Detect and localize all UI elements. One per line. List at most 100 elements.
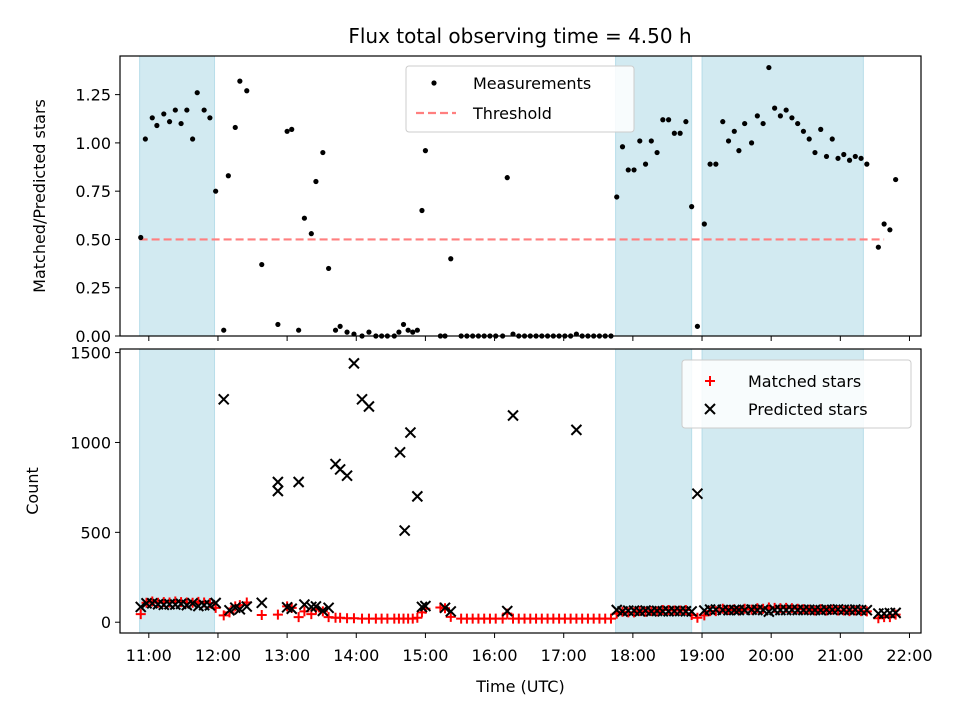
top-y-tick-label: 0.00: [75, 327, 111, 346]
measurement-point: [795, 120, 801, 127]
top-axes-frame: [119, 55, 922, 337]
predicted-star-marker: [135, 601, 147, 613]
matched-star-marker: [256, 610, 267, 621]
measurement-point: [777, 113, 783, 119]
predicted-star-marker: [292, 476, 305, 488]
measurement-point: [396, 329, 402, 335]
measurement-point: [308, 231, 314, 237]
measurement-point: [648, 138, 654, 144]
bottom-y-tick-label: 0: [101, 613, 111, 632]
x-tick-label: 11:00: [126, 646, 172, 665]
measurement-point: [172, 107, 178, 113]
measurement-point: [887, 227, 893, 233]
measurement-point: [631, 167, 637, 173]
measurement-point: [259, 261, 265, 268]
predicted-star-marker: [363, 400, 375, 413]
legend-matched-label: Matched stars: [748, 372, 861, 391]
measurement-point: [677, 130, 683, 136]
measurement-point: [654, 149, 660, 156]
matched-star-marker: [272, 609, 283, 620]
measurement-point: [707, 161, 713, 167]
bottom-y-tick-label: 500: [80, 523, 111, 542]
measurement-point: [800, 128, 807, 134]
measurement-point: [864, 161, 870, 167]
bottom-shaded-interval: [139, 348, 216, 634]
x-tick-label: 15:00: [402, 646, 448, 665]
measurement-point: [326, 265, 332, 272]
predicted-star-marker: [411, 490, 424, 503]
x-tick-label: 22:00: [886, 646, 932, 665]
top-y-tick-label: 0.50: [75, 230, 111, 249]
x-tick-label: 16:00: [472, 646, 518, 665]
measurement-point: [190, 136, 196, 142]
measurement-point: [448, 256, 454, 262]
predicted-star-marker: [218, 393, 230, 406]
measurement-point: [783, 107, 789, 113]
measurement-point: [818, 126, 824, 132]
predicted-star-marker: [728, 604, 740, 616]
bottom-legend: Matched stars Predicted stars: [681, 359, 912, 429]
measurement-point: [313, 178, 319, 185]
measurement-point: [201, 107, 207, 113]
measurement-point: [701, 221, 707, 227]
measurement-point: [713, 161, 719, 167]
measurement-point: [683, 119, 689, 125]
x-tick-label: 13:00: [264, 646, 310, 665]
bottom-axes-frame: [119, 348, 922, 634]
measurement-point: [221, 327, 227, 333]
bottom-panel: 0 500 1000 1500 11:00 12:00 13:00 14:00 15:00 16:…: [23, 344, 933, 696]
measurement-point: [742, 120, 748, 127]
predicted-star-marker: [256, 597, 268, 609]
top-y-tick-label: 0.25: [75, 279, 111, 298]
measurement-point: [665, 117, 672, 123]
top-series-0: [138, 64, 899, 339]
top-panel: 0.00 0.25 0.50 0.75 1.00 1.25 Matched/Predicte…: [30, 55, 922, 346]
measurement-point: [875, 244, 881, 250]
legend-predicted-label: Predicted stars: [748, 400, 868, 419]
measurement-point: [619, 144, 626, 150]
measurement-point: [344, 329, 350, 335]
measurement-point: [225, 173, 231, 179]
measurement-point: [414, 327, 420, 333]
bottom-y-tick-label: 1000: [70, 433, 111, 452]
predicted-star-marker: [570, 424, 583, 436]
measurement-point: [213, 188, 219, 194]
matched-star-marker: [699, 610, 710, 621]
bottom-series-1: [135, 357, 902, 620]
top-shaded-interval: [701, 55, 864, 337]
top-y-tick-label: 0.75: [75, 182, 111, 201]
measurement-point: [351, 331, 357, 337]
measurement-point: [366, 329, 372, 335]
measurement-point: [637, 138, 643, 144]
measurement-point: [694, 323, 701, 329]
top-legend-box: [405, 65, 635, 133]
predicted-star-marker: [341, 470, 353, 482]
measurement-point: [614, 194, 620, 200]
x-axis-label: Time (UTC): [475, 677, 564, 696]
measurement-point: [772, 105, 778, 111]
predicted-star-marker: [317, 605, 329, 617]
measurement-point: [207, 115, 213, 121]
top-y-tick-label: 1.25: [75, 86, 111, 105]
predicted-star-marker: [889, 607, 902, 619]
predicted-star-marker: [298, 598, 311, 611]
predicted-star-marker: [398, 524, 411, 537]
measurement-point: [642, 161, 649, 167]
legend-predicted-marker: [704, 403, 716, 415]
legend-measurement-marker: [431, 80, 437, 86]
predicted-star-marker: [209, 597, 222, 609]
x-tick-label: 12:00: [195, 646, 241, 665]
measurement-point: [812, 149, 818, 156]
measurement-point: [337, 323, 343, 329]
measurement-point: [332, 327, 339, 333]
measurement-point: [419, 207, 425, 214]
measurement-point: [184, 107, 190, 113]
measurement-point: [405, 327, 411, 333]
measurement-point: [766, 64, 772, 71]
predicted-star-marker: [286, 603, 298, 615]
measurement-point: [510, 331, 516, 337]
measurement-point: [731, 128, 737, 134]
measurement-point: [161, 111, 167, 117]
predicted-star-marker: [691, 487, 704, 500]
